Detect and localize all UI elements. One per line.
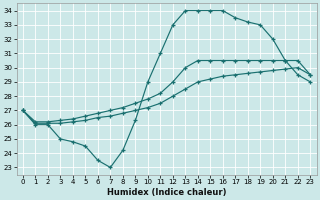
X-axis label: Humidex (Indice chaleur): Humidex (Indice chaleur) [107, 188, 226, 197]
